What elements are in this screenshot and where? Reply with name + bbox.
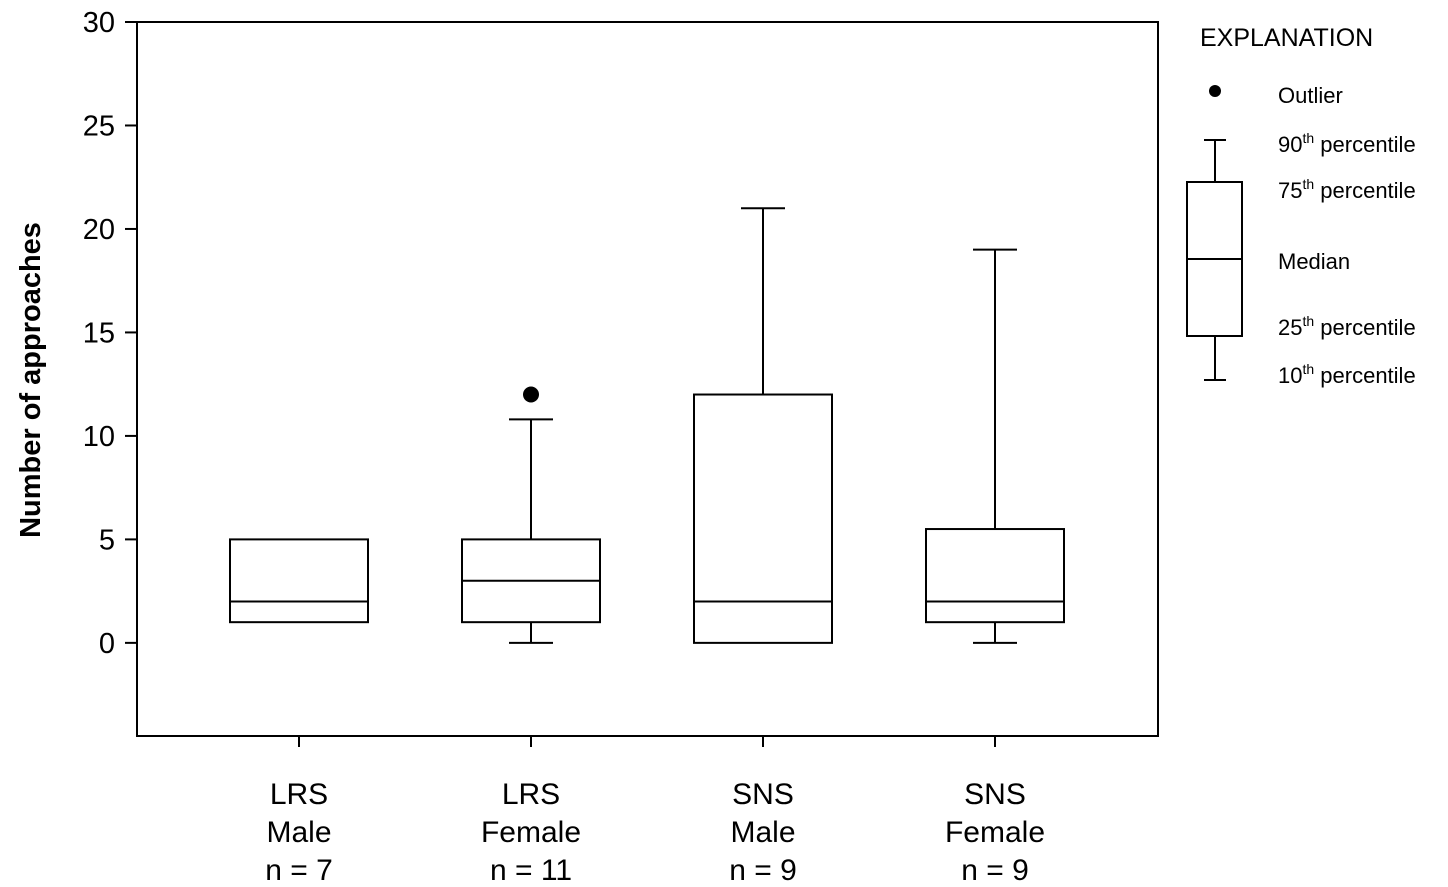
y-axis: 0 5 10 15 20 25 30 bbox=[83, 7, 137, 660]
box-group bbox=[693, 207, 833, 644]
x-tick-label: n = 9 bbox=[729, 854, 797, 887]
box-iqr bbox=[229, 538, 369, 624]
box-iqr bbox=[925, 528, 1065, 624]
x-tick-label: n = 11 bbox=[490, 854, 572, 887]
y-tick-label: 10 bbox=[83, 421, 115, 453]
legend-item-suffix: percentile bbox=[1314, 315, 1416, 340]
plot-area bbox=[136, 21, 1159, 737]
boxes bbox=[229, 207, 1065, 644]
x-tick-label: SNS bbox=[964, 778, 1026, 811]
legend-item-p75: 75th percentile bbox=[1278, 176, 1416, 203]
legend-item-p25: 25th percentile bbox=[1278, 313, 1416, 340]
legend-item-suffix: percentile bbox=[1314, 178, 1416, 203]
y-tick-label: 20 bbox=[83, 214, 115, 246]
y-axis-label: Number of approaches bbox=[15, 222, 47, 538]
x-tick-label: LRS bbox=[270, 778, 328, 811]
legend-item-suffix: percentile bbox=[1314, 363, 1416, 388]
legend-title: EXPLANATION bbox=[1200, 24, 1373, 52]
y-tick-label: 5 bbox=[99, 524, 115, 556]
legend-item-text: 25 bbox=[1278, 315, 1302, 340]
legend-item-sup: th bbox=[1302, 361, 1314, 377]
legend-outlier-marker bbox=[1209, 85, 1221, 97]
legend-item-p90: 90th percentile bbox=[1278, 130, 1416, 157]
box-group bbox=[229, 538, 369, 624]
x-axis: LRS Male n = 7 LRS Female n = 11 SNS Male n = 9 S… bbox=[265, 736, 1045, 887]
legend-item-median: Median bbox=[1278, 249, 1350, 274]
legend-item-suffix: percentile bbox=[1314, 132, 1416, 157]
legend-item-outlier: Outlier bbox=[1278, 83, 1343, 108]
legend-item-p10: 10th percentile bbox=[1278, 361, 1416, 388]
box-group bbox=[461, 386, 601, 644]
x-tick-label: Male bbox=[266, 816, 331, 849]
box-group bbox=[925, 248, 1065, 644]
y-tick-label: 0 bbox=[99, 628, 115, 660]
y-tick-label: 25 bbox=[83, 110, 115, 142]
box-iqr bbox=[693, 393, 833, 644]
x-tick-label: Female bbox=[481, 816, 581, 849]
y-tick-label: 30 bbox=[83, 7, 115, 39]
x-tick-label: Male bbox=[730, 816, 795, 849]
legend-item-text: Median bbox=[1278, 249, 1350, 274]
legend-item-text: 10 bbox=[1278, 363, 1302, 388]
x-tick-label: SNS bbox=[732, 778, 794, 811]
legend-item-sup: th bbox=[1302, 176, 1314, 192]
y-tick-label: 15 bbox=[83, 317, 115, 349]
legend-item-text: 90 bbox=[1278, 132, 1302, 157]
x-tick-label: Female bbox=[945, 816, 1045, 849]
legend-item-text: Outlier bbox=[1278, 83, 1343, 108]
legend-item-sup: th bbox=[1302, 313, 1314, 329]
x-tick-label: n = 7 bbox=[265, 854, 333, 887]
outlier-point bbox=[523, 386, 539, 403]
legend-item-sup: th bbox=[1302, 130, 1314, 146]
legend-item-text: 75 bbox=[1278, 178, 1302, 203]
plot-frame bbox=[136, 21, 1159, 737]
x-tick-label: LRS bbox=[502, 778, 560, 811]
x-tick-label: n = 9 bbox=[961, 854, 1029, 887]
